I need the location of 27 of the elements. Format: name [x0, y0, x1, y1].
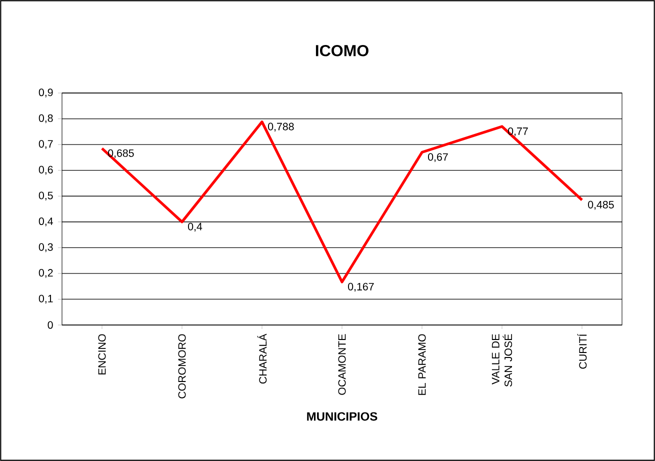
- y-tick-label: 0,4: [38, 217, 53, 226]
- y-tick-label: 0,8: [38, 114, 53, 124]
- y-tick-label: 0,9: [38, 88, 53, 98]
- y-tick-label: 0,2: [38, 269, 53, 278]
- y-tick-label: 0,6: [38, 166, 53, 175]
- x-tick-label: ENCINO: [98, 334, 106, 374]
- data-label: 0,788: [268, 122, 294, 132]
- y-tick-label: 0,7: [38, 140, 53, 149]
- chart-title: ICOMO: [316, 44, 368, 56]
- data-label: 0,485: [588, 200, 614, 210]
- data-label: 0,167: [348, 282, 374, 292]
- x-tick-label: VALLE DE SAN JOSÉ: [492, 334, 512, 387]
- x-tick-label: EL PARAMO: [418, 334, 426, 395]
- data-label: 0,4: [188, 222, 202, 232]
- data-label: 0,67: [428, 153, 448, 162]
- y-tick-label: 0: [48, 321, 53, 329]
- x-tick-label: CHARALÁ: [257, 334, 267, 384]
- line-series: [100, 120, 584, 284]
- data-label: 0,685: [108, 149, 134, 158]
- x-tick-label: CURITÍ: [577, 334, 587, 369]
- y-tick-label: 0,1: [38, 294, 53, 304]
- data-label: 0,77: [508, 127, 528, 136]
- x-tick-label: COROMORO: [178, 334, 186, 398]
- y-tick-label: 0,5: [38, 192, 53, 201]
- y-tick-label: 0,3: [38, 243, 53, 252]
- x-tick-label: OCAMONTE: [338, 334, 346, 395]
- x-axis-title: MUNICIPIOS: [307, 412, 378, 421]
